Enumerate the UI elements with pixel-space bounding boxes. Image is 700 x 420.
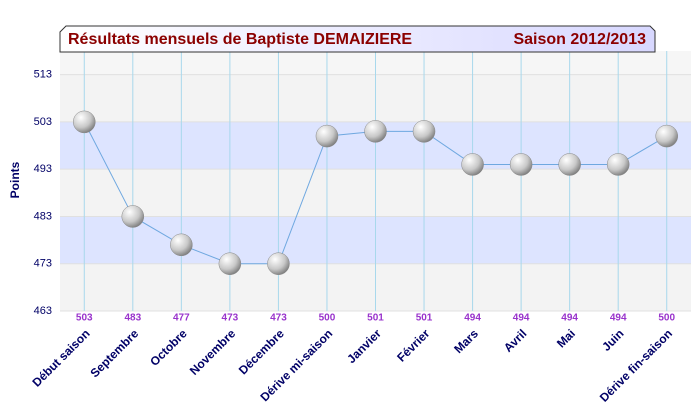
- marker: [412, 120, 436, 143]
- marker: [170, 233, 193, 257]
- y-tick-label: 483: [34, 210, 52, 222]
- x-tick-label: Février: [394, 326, 432, 364]
- marker: [218, 252, 242, 275]
- value-label: 473: [270, 313, 287, 324]
- y-tick-label: 463: [34, 305, 52, 317]
- value-label: 494: [464, 313, 481, 324]
- value-label: 500: [319, 313, 336, 324]
- x-tick-label: Avril: [501, 326, 529, 354]
- value-label: 501: [416, 313, 433, 324]
- chart-subtitle: Saison 2012/2013: [513, 31, 646, 48]
- value-label: 483: [124, 313, 141, 324]
- marker: [461, 153, 484, 176]
- value-label: 473: [222, 313, 239, 324]
- marker: [73, 110, 96, 134]
- value-label: 494: [561, 313, 578, 324]
- marker: [558, 153, 581, 176]
- y-tick-label: 473: [34, 258, 52, 270]
- marker: [509, 153, 533, 176]
- y-tick-label: 493: [34, 163, 52, 175]
- y-axis-label: Points: [8, 161, 22, 198]
- value-label: 494: [610, 313, 627, 324]
- value-label: 500: [658, 313, 675, 324]
- plot-area: 463 473 483 493 503 513 503 Début saison 483 Sept…: [29, 51, 691, 405]
- value-label: 501: [367, 313, 384, 324]
- marker: [606, 153, 630, 176]
- x-tick-label: Début saison: [29, 326, 92, 389]
- marker: [364, 120, 387, 143]
- marker: [655, 124, 678, 148]
- x-tick-label: Octobre: [147, 326, 190, 369]
- x-tick-label: Mars: [451, 326, 481, 356]
- x-tick-label: Novembre: [187, 326, 239, 378]
- x-tick-label: Janvier: [344, 326, 384, 366]
- title-box: [59, 25, 656, 53]
- x-tick-label: Juin: [599, 326, 626, 353]
- x-tick-label: Mai: [554, 326, 578, 350]
- x-tick-label: Décembre: [236, 326, 287, 377]
- marker: [121, 205, 145, 228]
- value-label: 503: [76, 313, 93, 324]
- marker: [267, 252, 290, 275]
- x-tick-label: Septembre: [87, 326, 141, 380]
- value-label: 477: [173, 313, 190, 324]
- chart-title: Résultats mensuels de Baptiste DEMAIZIER…: [68, 31, 412, 48]
- y-tick-label: 513: [34, 69, 52, 81]
- value-label: 494: [513, 313, 530, 324]
- y-tick-label: 503: [34, 116, 52, 128]
- marker: [315, 124, 339, 148]
